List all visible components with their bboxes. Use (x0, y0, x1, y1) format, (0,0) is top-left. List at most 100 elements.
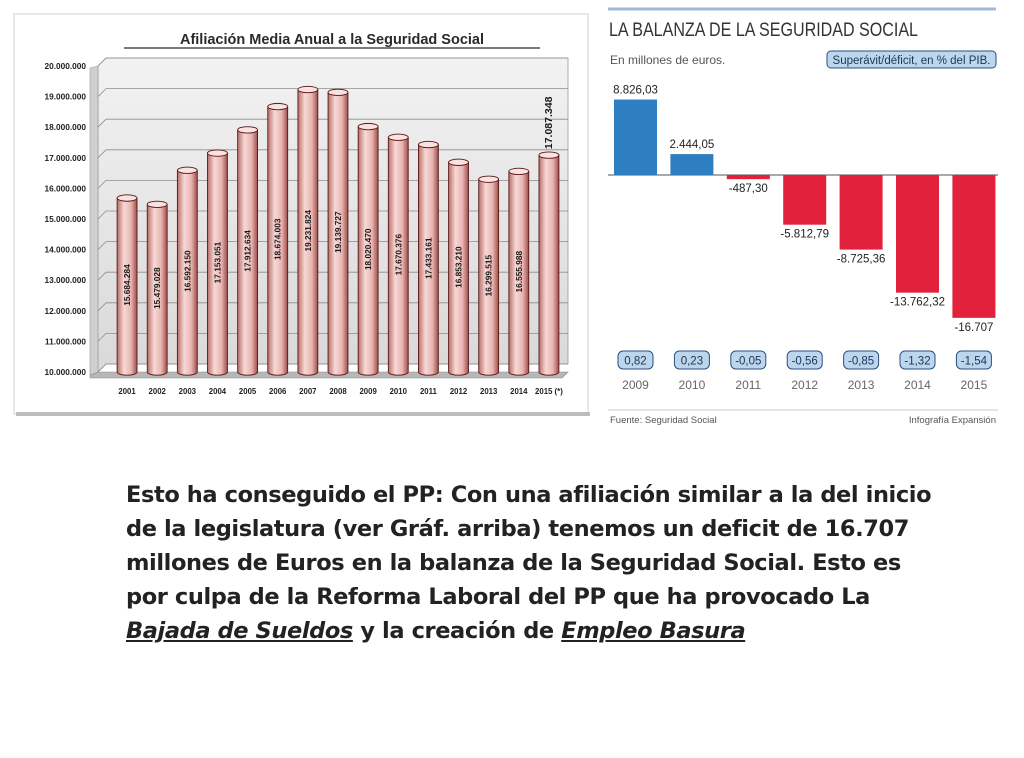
bar-2001 (116, 197, 138, 376)
bar-top-5 (267, 102, 289, 111)
pib-badge-3 (786, 350, 823, 370)
y-tick-label-6: 16.000.000 (44, 183, 86, 193)
caption-middle: y la creación de (352, 618, 562, 644)
gridline-diag-10 (97, 57, 107, 67)
x-tick-label-9: 2010 (390, 387, 408, 396)
year-label-6: 2015 (961, 378, 988, 392)
x-tick-label-0: 2001 (118, 387, 136, 396)
x-tick-label-10: 2011 (420, 387, 438, 396)
bar-top-14 (538, 151, 560, 159)
bar-top-13 (508, 167, 530, 176)
gridline-diag-7 (97, 149, 107, 159)
gridline-diag-1 (97, 333, 107, 342)
y-tick-label-3: 13.000.000 (44, 275, 86, 285)
y-tick-label-9: 19.000.000 (44, 92, 86, 102)
chart2-title: LA BALANZA DE LA SEGURIDAD SOCIAL (609, 19, 918, 41)
caption-emphasis-sueldos: Bajada de Sueldos (126, 618, 353, 644)
value-label-12: 16.299.515 (484, 254, 494, 296)
value-label-8: 18.020.470 (363, 228, 373, 270)
caption-body: Esto ha conseguido el PP: Con una afilia… (126, 482, 932, 610)
bar-top-9 (387, 133, 409, 141)
y-tick-label-8: 18.000.000 (44, 122, 86, 132)
y-tick-label-1: 11.000.000 (45, 336, 86, 346)
gridline-diag-9 (97, 88, 107, 97)
gridline-diag-3 (97, 271, 107, 281)
balance-value-6: -16.707 (954, 322, 993, 334)
balance-value-0: 8.826,03 (613, 85, 658, 97)
y-tick-label-10: 20.000.000 (44, 61, 86, 71)
x-tick-label-7: 2008 (329, 387, 347, 396)
balance-bar-2013 (839, 175, 883, 250)
value-label-9: 17.670.376 (393, 233, 403, 275)
bar-top-8 (357, 122, 379, 131)
x-tick-label-14: 2015 (*) (535, 387, 563, 396)
bar-top-3 (207, 149, 228, 157)
gridline-diag-8 (97, 118, 107, 128)
y-tick-label-4: 14.000.000 (44, 245, 86, 255)
pib-value-3: -0,56 (792, 356, 818, 368)
x-tick-label-5: 2006 (269, 387, 287, 396)
bar-2006 (267, 106, 289, 376)
pib-badge-4 (843, 350, 880, 370)
x-tick-label-8: 2009 (359, 387, 377, 396)
x-tick-label-11: 2012 (450, 387, 468, 396)
y-tick-label-2: 12.000.000 (44, 306, 86, 316)
value-label-2: 16.592.150 (182, 250, 192, 292)
caption-text: Esto ha conseguido el PP: Con una afilia… (126, 478, 946, 648)
balance-value-1: 2.444,05 (670, 139, 715, 151)
y-tick-label-7: 17.000.000 (44, 153, 86, 163)
chart2-subtitle: En millones de euros. (610, 53, 725, 67)
chart1-frame-shadow (16, 412, 590, 416)
balance-value-3: -5.812,79 (780, 229, 829, 241)
x-tick-label-1: 2002 (149, 387, 167, 396)
x-tick-label-2: 2003 (179, 387, 197, 396)
bar-2013 (478, 178, 500, 376)
pib-badge-0 (617, 350, 654, 370)
year-label-3: 2012 (791, 378, 818, 392)
pib-value-0: 0,82 (624, 356, 646, 368)
pib-badge-1 (673, 350, 710, 370)
value-label-0: 15.684.284 (122, 264, 132, 306)
value-label-3: 17.153.051 (212, 241, 222, 283)
bar-2007 (297, 89, 319, 376)
bar-top-0 (116, 194, 138, 202)
value-label-1: 15.479.028 (152, 267, 162, 309)
pib-legend-badge (826, 50, 997, 69)
y-tick-label-5: 15.000.000 (44, 214, 86, 224)
chart2-source: Fuente: Seguridad Social (610, 415, 717, 426)
gridline-diag-5 (97, 210, 107, 220)
bar-top-4 (237, 126, 258, 134)
value-label-5: 18.674.003 (273, 218, 283, 260)
balance-bar-2009 (614, 99, 657, 175)
bar-2009 (357, 126, 379, 376)
bar-2012 (448, 161, 469, 376)
value-label-6: 19.231.824 (303, 210, 313, 252)
balance-bar-2011 (726, 175, 770, 180)
bar-top-1 (146, 200, 168, 208)
value-label-4: 17.912.634 (243, 230, 253, 272)
y-tick-label-0: 10.000.000 (44, 367, 86, 377)
bar-top-7 (327, 88, 349, 96)
x-tick-label-12: 2013 (480, 387, 498, 396)
bar-top-11 (448, 158, 469, 166)
gridline-diag-4 (97, 241, 107, 250)
pib-value-5: -1,32 (904, 356, 930, 368)
afiliacion-chart: Afiliación Media Anual a la Seguridad So… (13, 13, 590, 416)
chart1-title: Afiliación Media Anual a la Seguridad So… (180, 32, 484, 48)
gridline-diag-0 (97, 363, 107, 373)
pib-value-6: -1,54 (961, 356, 988, 368)
pib-value-4: -0,85 (848, 356, 874, 368)
value-label-13: 16.555.988 (514, 251, 524, 293)
x-tick-label-3: 2004 (209, 387, 227, 396)
bar-2010 (387, 136, 409, 376)
caption-emphasis-empleo: Empleo Basura (561, 618, 746, 644)
balance-value-4: -8.725,36 (837, 254, 886, 266)
value-label-7: 19.139.727 (333, 211, 343, 253)
value-label-10: 17.433.161 (423, 237, 433, 279)
bar-2004 (207, 152, 228, 376)
pib-badge-5 (899, 350, 936, 370)
year-label-0: 2009 (622, 378, 649, 392)
chart2-credit: Infografía Expansión (909, 415, 996, 426)
balance-value-5: -13.762,32 (890, 297, 945, 309)
year-label-2: 2011 (735, 378, 761, 392)
